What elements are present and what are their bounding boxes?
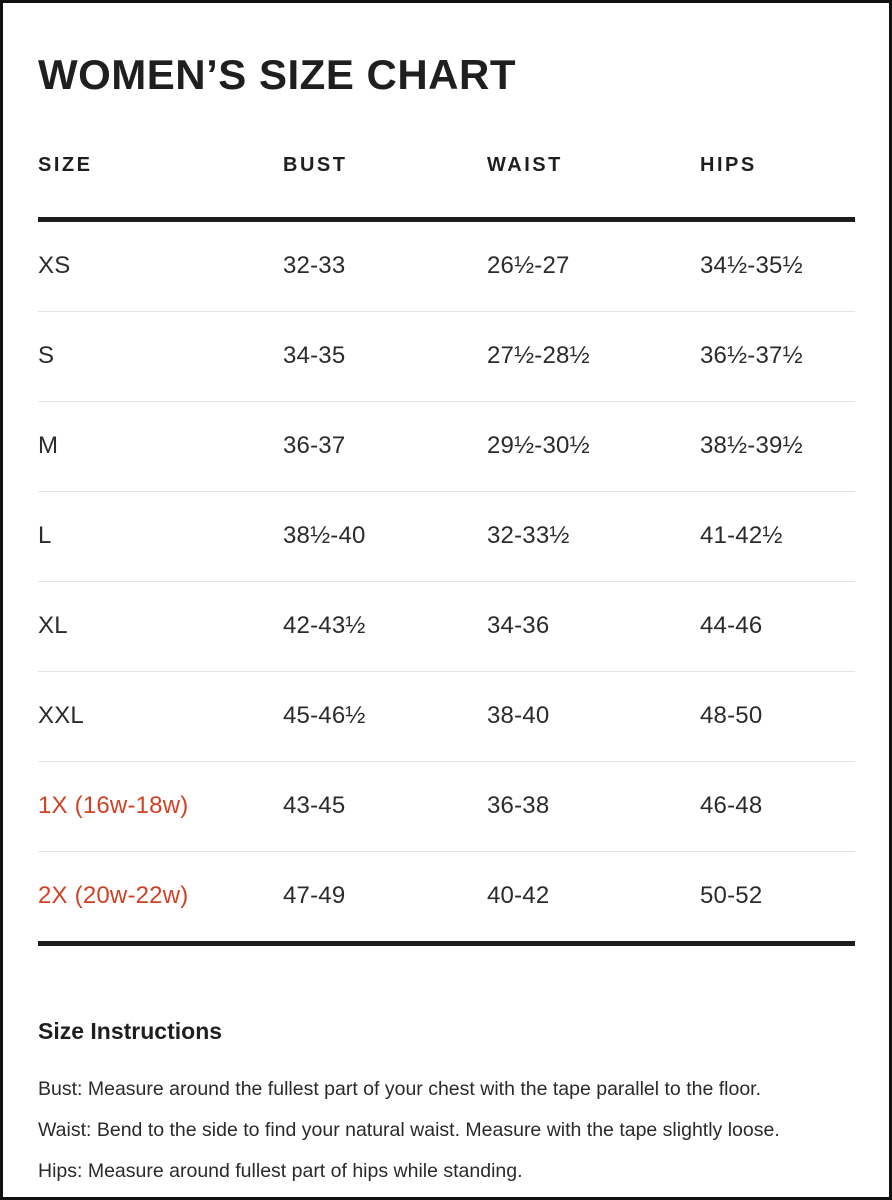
instruction-line: Bust: Measure around the fullest part of… xyxy=(38,1078,761,1101)
table-row: 1X (16w-18w) 43-45 36-38 46-48 xyxy=(38,761,855,852)
column-header-size: SIZE xyxy=(38,154,283,223)
instructions-text: Bust: Measure around the fullest part of… xyxy=(38,1069,854,1192)
bust-cell: 45-46½ xyxy=(283,671,487,762)
bust-cell: 36-37 xyxy=(283,401,487,492)
waist-cell: 32-33½ xyxy=(487,491,700,582)
size-cell: XXL xyxy=(38,671,283,762)
size-cell: XS xyxy=(38,252,71,280)
bust-cell: 43-45 xyxy=(283,761,487,852)
waist-cell: 27½-28½ xyxy=(487,311,700,402)
table-row: XS 32-33 26½-27 34½-35½ xyxy=(38,220,855,312)
instruction-line: Waist: Bend to the side to find your nat… xyxy=(38,1119,780,1142)
hips-cell: 34½-35½ xyxy=(700,252,803,280)
waist-cell: 40-42 xyxy=(487,851,700,947)
column-header-waist: WAIST xyxy=(487,154,700,223)
column-header-bust: BUST xyxy=(283,154,487,223)
hips-cell: 44-46 xyxy=(700,581,855,672)
table-row: M 36-37 29½-30½ 38½-39½ xyxy=(38,401,855,492)
waist-cell: 36-38 xyxy=(487,761,700,852)
bust-cell: 32-33 xyxy=(283,252,346,280)
hips-cell: 50-52 xyxy=(700,851,855,947)
waist-cell: 29½-30½ xyxy=(487,401,700,492)
table-row: XL 42-43½ 34-36 44-46 xyxy=(38,581,855,672)
header-row: SIZE BUST WAIST HIPS xyxy=(38,154,855,223)
table-row: XXL 45-46½ 38-40 48-50 xyxy=(38,671,855,762)
bust-cell: 38½-40 xyxy=(283,491,487,582)
size-instructions-section: Size Instructions Bust: Measure around t… xyxy=(38,1018,854,1192)
column-header-hips: HIPS xyxy=(700,154,855,223)
size-cell: 1X (16w-18w) xyxy=(38,761,283,852)
size-table: SIZE BUST WAIST HIPS XS 32-33 26½-27 34½-35… xyxy=(38,154,855,947)
waist-cell: 26½-27 xyxy=(487,252,570,280)
hips-cell: 48-50 xyxy=(700,671,855,762)
instruction-line: Hips: Measure around fullest part of hip… xyxy=(38,1160,523,1183)
size-cell: S xyxy=(38,311,283,402)
size-cell: L xyxy=(38,491,283,582)
bust-cell: 42-43½ xyxy=(283,581,487,672)
table-row: L 38½-40 32-33½ 41-42½ xyxy=(38,491,855,582)
size-cell: 2X (20w-22w) xyxy=(38,851,283,947)
instructions-heading: Size Instructions xyxy=(38,1018,223,1045)
size-cell: M xyxy=(38,401,283,492)
hips-cell: 38½-39½ xyxy=(700,401,855,492)
bust-cell: 34-35 xyxy=(283,311,487,402)
table-row: 2X (20w-22w) 47-49 40-42 50-52 xyxy=(38,851,855,947)
size-table-header: SIZE BUST WAIST HIPS xyxy=(38,154,855,223)
waist-cell: 38-40 xyxy=(487,671,700,762)
hips-cell: 46-48 xyxy=(700,761,855,852)
page-title: WOMEN’S SIZE CHART xyxy=(38,51,516,98)
waist-cell: 34-36 xyxy=(487,581,700,672)
size-table-body: XS 32-33 26½-27 34½-35½ S 34-35 27½-28½ 36½-37½… xyxy=(38,220,855,947)
size-cell: XL xyxy=(38,581,283,672)
hips-cell: 36½-37½ xyxy=(700,311,855,402)
bust-cell: 47-49 xyxy=(283,851,487,947)
hips-cell: 41-42½ xyxy=(700,491,855,582)
table-row: S 34-35 27½-28½ 36½-37½ xyxy=(38,311,855,402)
